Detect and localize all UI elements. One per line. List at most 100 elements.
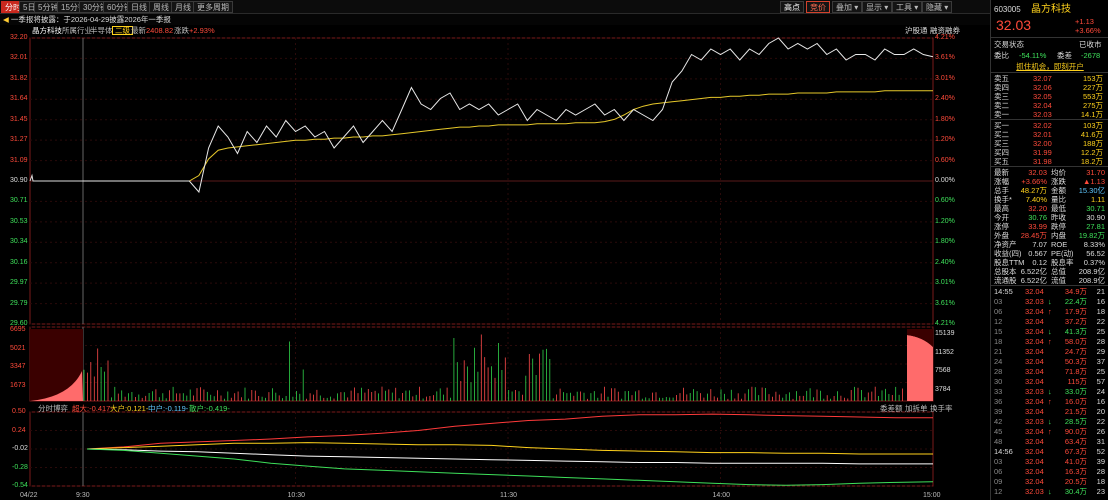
fund-super-label: 超大:-0.417- <box>72 404 113 413</box>
tick-row: 03 32.03 ↓ 22.4万 16 <box>991 297 1108 307</box>
announcement-text[interactable]: 一季报将披露：于2026-04-29披露2026年一季报 <box>10 15 171 24</box>
ask-row[interactable]: 卖一 32.03 14.1万 <box>991 110 1108 119</box>
stats-row: 总手 48.27万 金额 15.30亿 <box>991 186 1108 195</box>
intraday-chart[interactable] <box>0 0 990 500</box>
bid-row[interactable]: 买五 31.98 18.2万 <box>991 157 1108 166</box>
stat-value: 31.70 <box>1086 168 1105 177</box>
tick-direction: ↑ <box>1048 307 1052 316</box>
tick-count: 28 <box>1096 467 1105 476</box>
price-tick-label: 30.71 <box>10 197 28 205</box>
tick-price: 32.04 <box>1025 447 1044 456</box>
stat-value: 0.37% <box>1083 258 1105 267</box>
ask-volume: 14.1万 <box>1080 110 1103 119</box>
volume-tick-label-right: 7568 <box>935 367 951 374</box>
period-tab[interactable]: 5分钟 <box>34 1 63 13</box>
stat-value: 27.81 <box>1086 222 1105 231</box>
fund-right2[interactable]: 加拆单 <box>905 404 928 413</box>
fund-right1[interactable]: 委差额 <box>880 404 903 413</box>
ask-row[interactable]: 卖四 32.06 227万 <box>991 83 1108 92</box>
tick-count: 57 <box>1096 377 1105 386</box>
tick-price: 32.04 <box>1025 437 1044 446</box>
tick-direction: ↓ <box>1048 387 1052 396</box>
tick-row: 14:56 32.04 67.3万 52 <box>991 447 1108 457</box>
speaker-icon: ◀ <box>3 15 9 24</box>
price-tab[interactable]: 竞价 <box>806 1 830 13</box>
bid-volume: 41.6万 <box>1080 130 1103 139</box>
bid-row[interactable]: 买三 32.00 188万 <box>991 139 1108 148</box>
tick-volume: 30.4万 <box>1064 487 1087 496</box>
ask-row[interactable]: 卖五 32.07 153万 <box>991 74 1108 83</box>
bid-row[interactable]: 买二 32.01 41.6万 <box>991 130 1108 139</box>
bid-label: 买三 <box>994 139 1009 148</box>
period-tab[interactable]: 更多周期 <box>193 1 233 13</box>
quote-stock-name: 晶方科技 <box>1031 4 1071 15</box>
stock-code: 603005 <box>994 5 1021 14</box>
tick-count: 23 <box>1096 487 1105 496</box>
tick-volume: 20.5万 <box>1064 477 1087 486</box>
fund-tick-label: -0.02 <box>12 445 28 452</box>
stat-label: 涨幅 <box>994 177 1009 186</box>
percent-tick-label: 2.40% <box>935 95 955 103</box>
margin-link[interactable]: 融资融券 <box>930 26 960 35</box>
bid-row[interactable]: 买四 31.99 12.2万 <box>991 148 1108 157</box>
stat-value: 7.40% <box>1025 195 1047 204</box>
tick-volume: 41.0万 <box>1064 457 1087 466</box>
weibi-value: -54.11% <box>1019 51 1047 60</box>
quote-chg: +1.13 <box>1075 17 1094 26</box>
tick-time: 24 <box>994 357 1003 366</box>
industry-label: 所属行业 <box>62 26 92 35</box>
percent-tick-label: 1.20% <box>935 217 955 225</box>
weibi-row: 委比 -54.11% 委差 -2678 <box>991 51 1108 60</box>
right-tab[interactable]: 显示 ▾ <box>862 1 893 13</box>
tick-price: 32.04 <box>1025 477 1044 486</box>
tick-count: 25 <box>1096 367 1105 376</box>
hk-connect-link[interactable]: 沪股通 <box>905 26 928 35</box>
highlight-button[interactable]: 高点 <box>780 1 804 13</box>
tick-count: 24 <box>1096 387 1105 396</box>
tick-count: 18 <box>1096 477 1105 486</box>
tick-volume: 24.7万 <box>1064 347 1087 356</box>
tick-row: 24 32.04 50.3万 37 <box>991 357 1108 367</box>
stat-value: 7.07 <box>1032 240 1047 249</box>
price-tick-label: 31.27 <box>10 136 28 144</box>
fund-title[interactable]: 分时博弈 <box>38 404 68 413</box>
bid-volume: 103万 <box>1082 121 1103 130</box>
ask-row[interactable]: 卖二 32.04 275万 <box>991 101 1108 110</box>
bid-volume: 12.2万 <box>1080 148 1103 157</box>
price-tick-label: 31.09 <box>10 156 28 164</box>
percent-tick-label: 1.80% <box>935 238 955 246</box>
industry-name[interactable]: 半导体 <box>90 26 113 35</box>
fund-big-line <box>86 442 933 455</box>
quote-header: 603005 晶方科技 <box>991 4 1108 16</box>
stat-value: 30.90 <box>1086 213 1105 222</box>
level-badge[interactable]: 二级 <box>112 26 133 35</box>
promo-row[interactable]: 抓住机会，即刻开户 <box>991 62 1108 71</box>
stat-label: 昨收 <box>1051 213 1066 222</box>
tick-price: 32.04 <box>1025 307 1044 316</box>
bid-row[interactable]: 买一 32.02 103万 <box>991 121 1108 130</box>
right-tab[interactable]: 叠加 ▾ <box>832 1 863 13</box>
price-tick-label: 31.82 <box>10 74 28 82</box>
fund-big-label: 大户:0.121- <box>110 404 149 413</box>
tick-price: 32.04 <box>1025 337 1044 346</box>
tick-row: 12 32.04 37.2万 22 <box>991 317 1108 327</box>
tick-volume: 22.4万 <box>1064 297 1087 306</box>
right-tab[interactable]: 工具 ▾ <box>892 1 923 13</box>
price-tick-label: 30.53 <box>10 217 28 225</box>
tick-row: 36 32.04 ↑ 16.0万 16 <box>991 397 1108 407</box>
tick-count: 29 <box>1096 347 1105 356</box>
stat-value: 0.567 <box>1028 249 1047 258</box>
right-tab[interactable]: 隐藏 ▾ <box>922 1 953 13</box>
fund-right3[interactable]: 换手率 <box>930 404 953 413</box>
percent-tick-label: 4.21% <box>935 34 955 41</box>
stat-value: ▲1.13 <box>1082 177 1105 186</box>
tick-row: 48 32.04 63.4万 31 <box>991 437 1108 447</box>
price-tick-label: 29.97 <box>10 279 28 287</box>
ask-volume: 275万 <box>1082 101 1103 110</box>
percent-tick-label: 0.60% <box>935 156 955 164</box>
promo-text[interactable]: 抓住机会，即刻开户 <box>1016 62 1084 71</box>
stats-row: 换手* 7.40% 量比 1.11 <box>991 195 1108 204</box>
ask-row[interactable]: 卖三 32.05 553万 <box>991 92 1108 101</box>
tick-time: 15 <box>994 327 1003 336</box>
tick-price: 32.03 <box>1025 387 1044 396</box>
